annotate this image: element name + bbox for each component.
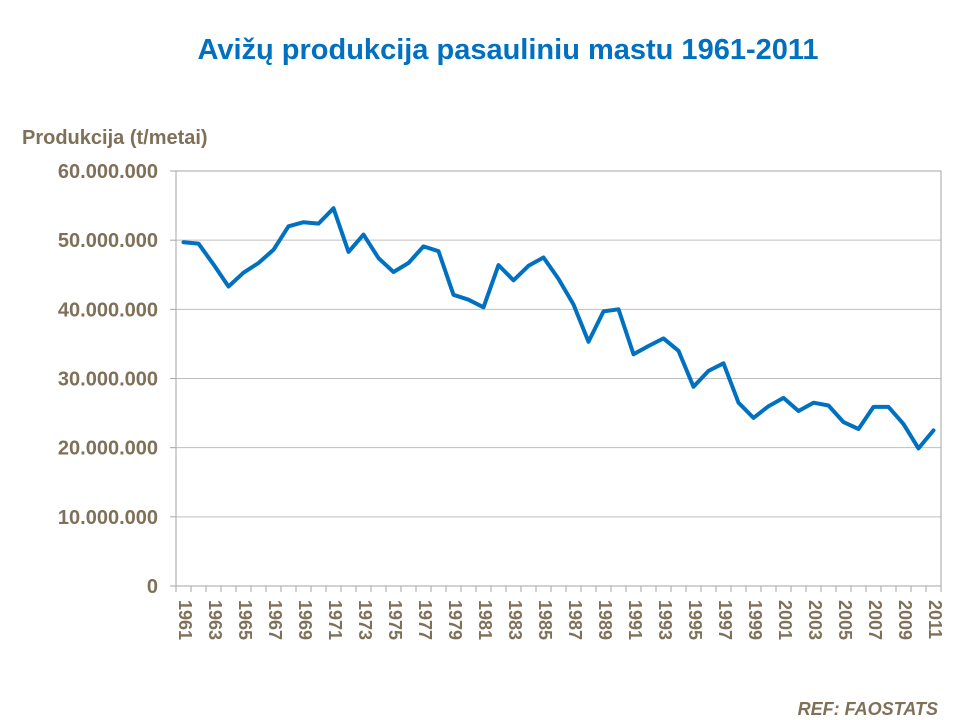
data-point: [287, 224, 291, 228]
x-tick-label: 1971: [325, 600, 345, 640]
x-tick-label: 1995: [685, 600, 705, 640]
data-point: [857, 427, 861, 431]
gridlines: [176, 170, 941, 518]
data-point: [512, 278, 516, 282]
data-point: [482, 305, 486, 309]
x-tick-label: 1963: [205, 600, 225, 640]
data-point: [497, 263, 501, 267]
y-tick-label: 30.000.000: [58, 369, 158, 391]
x-tick-label: 1961: [175, 600, 195, 640]
data-point: [797, 409, 801, 413]
data-point: [872, 405, 876, 409]
data-point: [347, 250, 351, 254]
data-point: [257, 261, 261, 265]
data-point: [707, 369, 711, 373]
x-tick-label: 1973: [355, 600, 375, 640]
x-tick-label: 1975: [385, 600, 405, 640]
data-point: [617, 307, 621, 311]
x-tick-label: 2005: [835, 600, 855, 640]
x-tick-label: 1987: [565, 600, 585, 640]
data-point: [527, 264, 531, 268]
data-point: [467, 298, 471, 302]
data-point: [272, 248, 276, 252]
x-tick-label: 2001: [775, 600, 795, 640]
data-point: [437, 249, 441, 253]
data-point: [542, 255, 546, 259]
data-point: [392, 270, 396, 274]
data-point: [197, 242, 201, 246]
data-point: [407, 261, 411, 265]
data-point: [842, 420, 846, 424]
x-tick-label: 2011: [925, 600, 945, 639]
x-tick-label: 1977: [415, 600, 435, 640]
data-point: [917, 446, 921, 450]
y-tick-label: 20.000.000: [58, 438, 158, 460]
data-point: [572, 302, 576, 306]
data-point: [767, 404, 771, 408]
data-point: [212, 262, 216, 266]
data-point: [332, 206, 336, 210]
x-tick-label: 1967: [265, 600, 285, 640]
x-tick-label: 2003: [805, 600, 825, 640]
data-point: [722, 361, 726, 365]
x-tick-label: 1965: [235, 600, 255, 640]
x-tick-label: 1989: [595, 600, 615, 640]
data-point: [752, 416, 756, 420]
series-line: [181, 206, 936, 451]
y-tick-label: 50.000.000: [58, 230, 158, 252]
data-point: [317, 222, 321, 226]
x-tick-label: 2009: [895, 600, 915, 640]
y-axis-label: Produkcija (t/metai): [22, 127, 208, 149]
data-point: [587, 340, 591, 344]
y-tick-label: 0: [147, 576, 158, 598]
y-tick-label: 60.000.000: [58, 161, 158, 183]
data-point: [692, 385, 696, 389]
data-point: [302, 220, 306, 224]
y-tick-labels: 0 10.000.000 20.000.000 30.000.000 40.000.00…: [58, 161, 158, 598]
data-point: [827, 403, 831, 407]
data-point: [932, 428, 936, 432]
x-tick-label: 2007: [865, 600, 885, 640]
axes: [170, 170, 942, 592]
data-point: [602, 309, 606, 313]
source-reference: REF: FAOSTATS: [797, 699, 938, 719]
data-point: [242, 271, 246, 275]
data-point: [647, 344, 651, 348]
data-point: [812, 401, 816, 405]
y-tick-label: 10.000.000: [58, 507, 158, 529]
x-tick-label: 1979: [445, 600, 465, 640]
x-tick-label: 1993: [655, 600, 675, 640]
plot-frame: [175, 170, 942, 587]
data-point: [662, 336, 666, 340]
data-point: [632, 352, 636, 356]
data-point: [677, 349, 681, 353]
data-point: [782, 396, 786, 400]
data-point: [362, 233, 366, 237]
data-point: [902, 422, 906, 426]
data-point: [422, 244, 426, 248]
data-point: [182, 240, 186, 244]
chart-title: Avižų produkcija pasauliniu mastu 1961-2…: [197, 34, 819, 66]
x-tick-label: 1983: [505, 600, 525, 640]
x-tick-label: 1997: [715, 600, 735, 640]
data-point: [227, 285, 231, 289]
y-tick-label: 40.000.000: [58, 299, 158, 321]
x-tick-label: 1969: [295, 600, 315, 640]
x-tick-label: 1999: [745, 600, 765, 640]
data-point: [557, 277, 561, 281]
x-tick-label: 1991: [625, 600, 645, 640]
data-point: [887, 405, 891, 409]
series: [181, 206, 936, 451]
data-point: [377, 256, 381, 260]
x-tick-label: 1985: [535, 600, 555, 640]
x-tick-labels: 1961 1963 1965 1967 1969 1971 1973 1975 1977 1979…: [175, 600, 945, 640]
data-point: [452, 293, 456, 297]
data-point: [737, 401, 741, 405]
x-tick-label: 1981: [475, 600, 495, 640]
